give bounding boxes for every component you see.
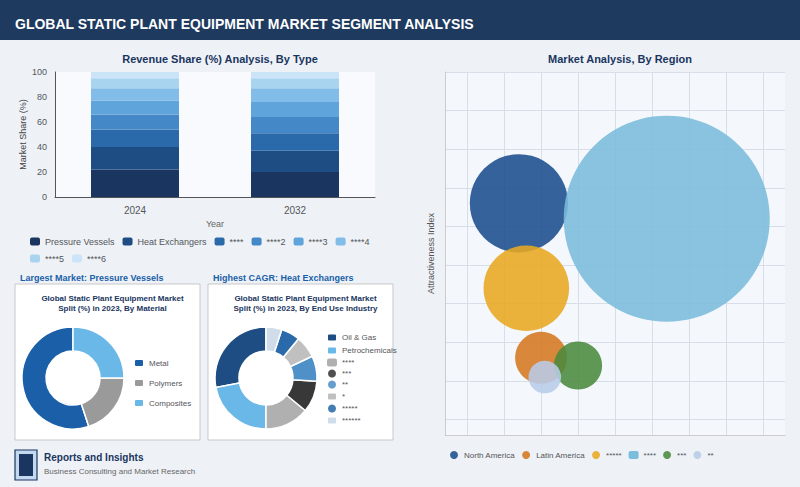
svg-text:0: 0 (42, 192, 47, 202)
svg-text:*****: ***** (606, 451, 622, 460)
svg-text:Split (%) in 2023, By End Use: Split (%) in 2023, By End Use Industry (233, 304, 378, 313)
svg-text:***: *** (677, 451, 686, 460)
svg-text:Global Static Plant Equipment: Global Static Plant Equipment Market (234, 294, 377, 303)
svg-text:20: 20 (37, 167, 47, 177)
svg-text:**: ** (707, 451, 713, 460)
svg-text:Split (%) in 2023, By Material: Split (%) in 2023, By Material (58, 304, 166, 313)
svg-text:Global Static Plant Equipment: Global Static Plant Equipment Market (41, 294, 184, 303)
svg-text:Metal: Metal (149, 359, 169, 368)
svg-text:2032: 2032 (284, 205, 307, 216)
svg-text:GLOBAL STATIC PLANT EQUIPMENT: GLOBAL STATIC PLANT EQUIPMENT MARKET SEG… (15, 16, 474, 32)
svg-text:Reports and Insights: Reports and Insights (44, 452, 144, 463)
svg-text:Attractiveness Index: Attractiveness Index (426, 212, 436, 294)
svg-text:****6: ****6 (87, 254, 106, 264)
svg-text:****4: ****4 (351, 237, 370, 247)
svg-text:***: *** (342, 369, 351, 378)
svg-text:****3: ****3 (309, 237, 328, 247)
svg-text:100: 100 (32, 67, 47, 77)
svg-text:Highest CAGR: Heat Exchangers: Highest CAGR: Heat Exchangers (213, 273, 354, 283)
svg-text:2024: 2024 (124, 205, 147, 216)
svg-text:60: 60 (37, 117, 47, 127)
svg-text:Market Analysis, By Region: Market Analysis, By Region (548, 53, 692, 65)
svg-text:Petrochemicals: Petrochemicals (342, 346, 397, 355)
svg-text:Largest Market: Pressure Vesse: Largest Market: Pressure Vessels (20, 273, 164, 283)
svg-text:****2: ****2 (267, 237, 286, 247)
svg-text:Revenue Share (%) Analysis, By: Revenue Share (%) Analysis, By Type (122, 53, 318, 65)
svg-text:Oil & Gas: Oil & Gas (342, 333, 376, 342)
svg-text:40: 40 (37, 142, 47, 152)
svg-text:****: **** (644, 451, 656, 460)
svg-text:****: **** (230, 237, 245, 247)
svg-text:Business Consulting and Market: Business Consulting and Market Research (44, 467, 195, 476)
svg-text:North America: North America (464, 451, 515, 460)
svg-text:80: 80 (37, 92, 47, 102)
svg-text:**: ** (342, 380, 348, 389)
svg-text:*****: ***** (342, 404, 358, 413)
svg-text:******: ****** (342, 416, 361, 425)
svg-text:Polymers: Polymers (149, 379, 182, 388)
svg-text:Latin America: Latin America (536, 451, 585, 460)
svg-text:*: * (342, 392, 345, 401)
svg-text:Heat Exchangers: Heat Exchangers (138, 237, 208, 247)
svg-text:Year: Year (206, 219, 224, 229)
svg-text:Pressure Vessels: Pressure Vessels (45, 237, 115, 247)
svg-text:Market Share (%): Market Share (%) (18, 99, 28, 170)
svg-text:Composites: Composites (149, 399, 191, 408)
svg-text:****5: ****5 (45, 254, 64, 264)
svg-text:****: **** (342, 358, 354, 367)
